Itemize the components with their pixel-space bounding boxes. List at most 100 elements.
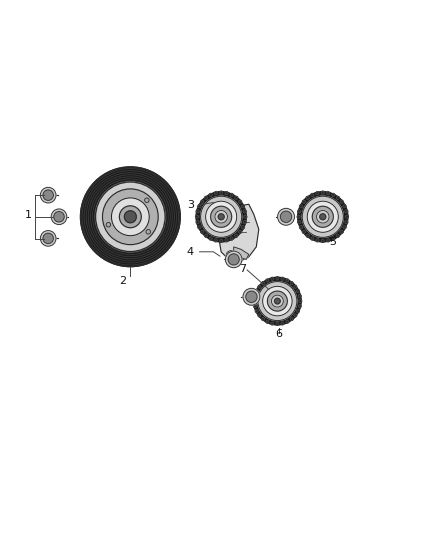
Circle shape: [209, 193, 212, 197]
Circle shape: [209, 237, 212, 240]
Circle shape: [343, 225, 346, 229]
Circle shape: [120, 206, 141, 228]
Circle shape: [243, 288, 260, 305]
Circle shape: [312, 206, 333, 227]
Circle shape: [276, 322, 279, 325]
Circle shape: [311, 237, 314, 240]
Circle shape: [298, 295, 301, 297]
Circle shape: [290, 282, 293, 285]
Circle shape: [298, 305, 301, 308]
Circle shape: [145, 198, 149, 203]
Text: 5: 5: [329, 237, 336, 247]
Circle shape: [320, 214, 326, 220]
Circle shape: [278, 208, 294, 225]
Circle shape: [345, 221, 348, 224]
Circle shape: [300, 205, 303, 208]
Circle shape: [205, 197, 208, 199]
Circle shape: [102, 189, 158, 245]
Circle shape: [336, 197, 339, 199]
Circle shape: [327, 239, 330, 242]
Circle shape: [316, 192, 319, 195]
Circle shape: [254, 295, 257, 297]
Circle shape: [244, 215, 247, 219]
Circle shape: [294, 314, 297, 317]
Circle shape: [321, 191, 324, 194]
Circle shape: [266, 320, 269, 323]
Circle shape: [307, 201, 338, 232]
Text: 7: 7: [239, 264, 246, 273]
Circle shape: [336, 234, 339, 237]
Text: 2: 2: [120, 276, 127, 286]
Circle shape: [205, 234, 208, 237]
Circle shape: [311, 193, 314, 197]
Circle shape: [275, 298, 280, 304]
Circle shape: [271, 322, 274, 325]
Polygon shape: [219, 204, 259, 262]
Circle shape: [243, 210, 246, 213]
Circle shape: [300, 225, 303, 229]
Circle shape: [215, 211, 227, 223]
Circle shape: [298, 210, 301, 213]
Circle shape: [255, 290, 258, 293]
Circle shape: [280, 211, 292, 222]
Circle shape: [198, 205, 201, 208]
Circle shape: [340, 230, 343, 233]
Circle shape: [298, 192, 348, 242]
Circle shape: [298, 221, 301, 224]
Circle shape: [306, 197, 309, 199]
Circle shape: [54, 212, 64, 222]
Circle shape: [271, 277, 274, 280]
Circle shape: [262, 318, 265, 320]
Circle shape: [286, 279, 289, 282]
Circle shape: [201, 200, 204, 203]
Circle shape: [220, 191, 223, 194]
Circle shape: [267, 291, 287, 311]
Circle shape: [40, 188, 56, 203]
Circle shape: [345, 215, 348, 219]
Circle shape: [297, 290, 300, 293]
Circle shape: [95, 182, 165, 252]
Circle shape: [201, 230, 204, 233]
Circle shape: [297, 310, 300, 312]
Circle shape: [294, 286, 297, 288]
Circle shape: [332, 193, 335, 197]
Text: 6: 6: [275, 329, 282, 339]
Circle shape: [124, 211, 136, 223]
Circle shape: [303, 200, 305, 203]
Circle shape: [297, 215, 300, 219]
Circle shape: [238, 200, 241, 203]
Circle shape: [303, 230, 305, 233]
Circle shape: [327, 192, 330, 195]
Circle shape: [205, 201, 237, 232]
Circle shape: [146, 230, 151, 234]
Circle shape: [211, 206, 232, 227]
Circle shape: [238, 230, 241, 233]
Circle shape: [332, 237, 335, 240]
Circle shape: [258, 286, 261, 288]
Circle shape: [196, 192, 246, 242]
Circle shape: [258, 281, 297, 320]
Circle shape: [81, 167, 180, 266]
Circle shape: [226, 251, 242, 268]
Circle shape: [235, 234, 238, 237]
Circle shape: [306, 234, 309, 237]
Text: 1: 1: [25, 211, 32, 221]
Circle shape: [214, 239, 217, 242]
Circle shape: [262, 282, 265, 285]
Circle shape: [220, 239, 223, 243]
Circle shape: [299, 300, 302, 303]
Circle shape: [290, 318, 293, 320]
Circle shape: [246, 291, 257, 302]
Circle shape: [196, 210, 199, 213]
Circle shape: [196, 215, 198, 219]
Circle shape: [198, 225, 201, 229]
Circle shape: [316, 239, 319, 242]
Circle shape: [43, 233, 53, 244]
Circle shape: [40, 231, 56, 246]
Circle shape: [218, 214, 224, 220]
Circle shape: [276, 277, 279, 280]
Circle shape: [321, 239, 324, 243]
Text: 3: 3: [187, 200, 194, 210]
Circle shape: [201, 196, 242, 237]
Circle shape: [263, 286, 292, 316]
